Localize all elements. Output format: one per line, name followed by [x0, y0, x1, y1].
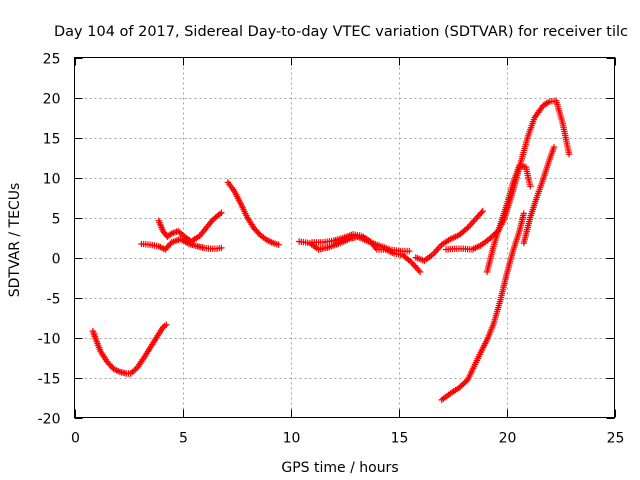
data-point: [406, 257, 414, 265]
data-point: [163, 321, 170, 328]
data-point: [415, 267, 422, 274]
data-point: [527, 183, 534, 190]
data-point: [470, 218, 477, 225]
x-tick-label: 10: [283, 431, 301, 447]
x-axis-label: GPS time / hours: [281, 460, 398, 476]
data-point: [467, 221, 474, 228]
data-point: [218, 209, 225, 216]
data-series-arc-3: [155, 209, 225, 245]
plot-frame: [74, 57, 615, 418]
y-tick-label: -15: [38, 372, 61, 388]
data-series-arc-4: [224, 179, 282, 248]
y-tick-label: 10: [43, 172, 61, 188]
y-tick-label: -5: [47, 292, 61, 308]
y-tick-label: -20: [38, 412, 61, 428]
data-point: [479, 207, 486, 215]
data-point: [520, 210, 527, 217]
data-series-arc-10: [520, 143, 558, 247]
x-tick-label: 25: [607, 431, 625, 447]
data-point: [218, 244, 225, 252]
data-series-arc-11: [483, 162, 534, 276]
grid-lines: [74, 57, 615, 418]
data-point: [434, 246, 441, 253]
data-series-arc-9: [438, 210, 527, 404]
data-series-arc-1: [89, 321, 170, 377]
data-point: [412, 263, 419, 271]
y-tick-label: 25: [43, 52, 61, 68]
data-point: [435, 244, 443, 252]
data-point: [432, 247, 440, 255]
data-point: [468, 219, 476, 227]
y-tick-label: 5: [52, 212, 61, 228]
data-point: [414, 265, 421, 272]
data-series-arc-5: [295, 233, 413, 255]
data-point: [462, 378, 470, 385]
y-tick-label: 20: [43, 92, 61, 108]
x-tick-label: 0: [71, 431, 80, 447]
x-tick-label: 15: [391, 431, 409, 447]
y-tick-labels: -20 -15 -10 -5 0 5 10 15 20 25: [38, 52, 61, 428]
y-axis-label: SDTVAR / TECUs: [7, 183, 23, 298]
data-point: [216, 210, 224, 218]
data-point: [411, 262, 418, 269]
data-point: [416, 268, 424, 276]
data-point: [550, 143, 558, 151]
data-point: [565, 151, 573, 158]
data-point: [462, 225, 470, 233]
x-tick-labels: 0 5 10 15 20 25: [71, 431, 624, 447]
x-tick-label: 20: [499, 431, 517, 447]
data-point: [406, 247, 413, 255]
data-series-arc-2: [138, 235, 225, 253]
y-tick-label: -10: [38, 332, 61, 348]
y-tick-label: 0: [52, 252, 61, 268]
data-points: [89, 97, 573, 404]
data-point: [478, 209, 485, 216]
data-series-arc-7: [412, 207, 486, 264]
tick-marks: [74, 57, 616, 419]
y-tick-label: 15: [43, 132, 61, 148]
x-tick-label: 5: [179, 431, 188, 447]
data-point: [275, 241, 282, 248]
data-series-arc-6: [308, 231, 424, 276]
data-point: [431, 249, 438, 256]
chart-title: Day 104 of 2017, Sidereal Day-to-day VTE…: [54, 24, 628, 40]
